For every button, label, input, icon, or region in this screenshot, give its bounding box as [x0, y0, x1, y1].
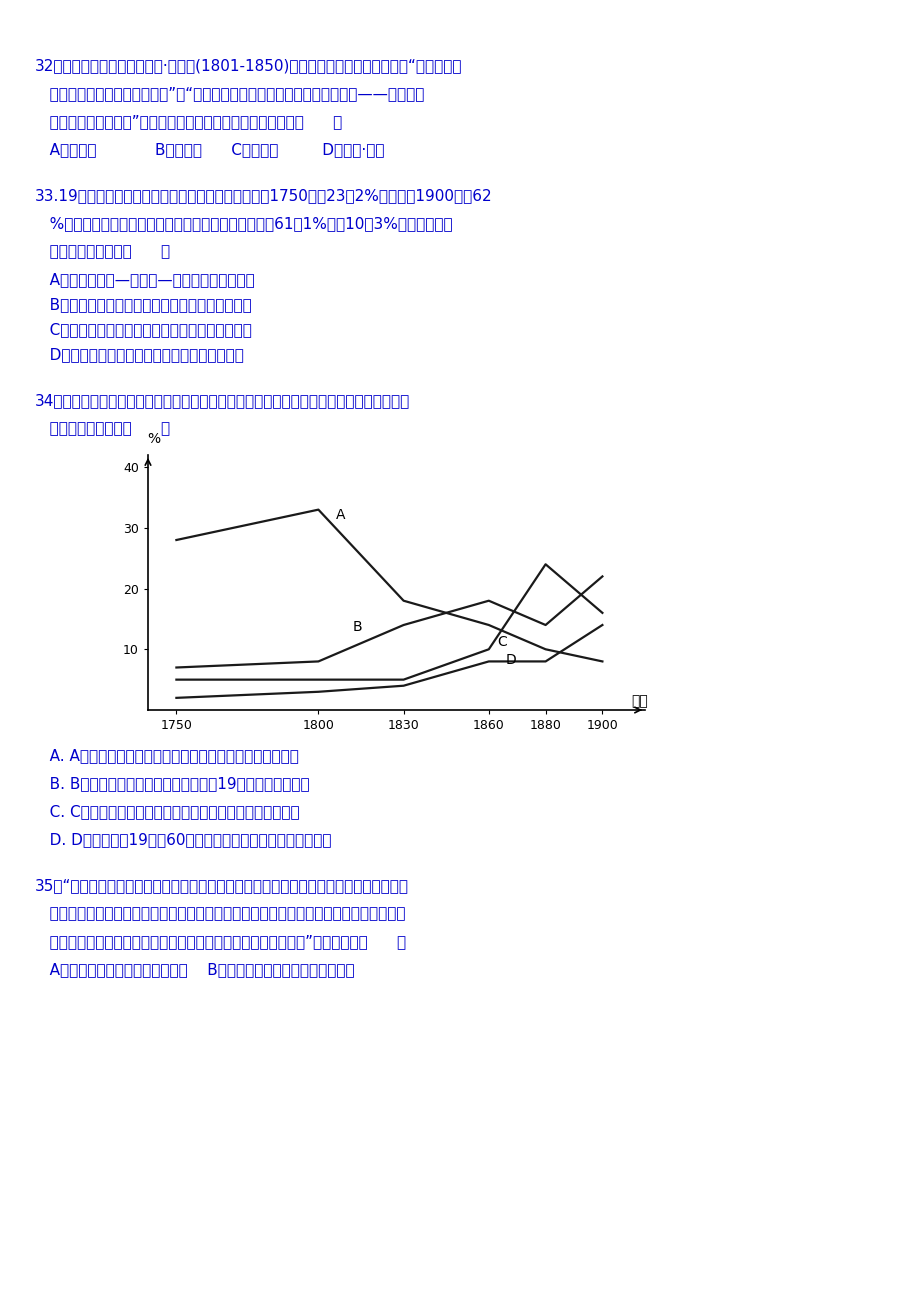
Text: 的解读不正确的是（      ）: 的解读不正确的是（ ） — [35, 243, 170, 259]
Text: 以下说法正确的是（      ）: 以下说法正确的是（ ） — [35, 421, 170, 436]
Text: 本限于保证秩序，安全和正义”。“越过这个限度，就是对良心、智力和劳动——一句话，: 本限于保证秩序，安全和正义”。“越过这个限度，就是对良心、智力和劳动——一句话， — [35, 86, 424, 102]
Text: D．欧洲造就了现代世界，现代世界造就了欧洲: D．欧洲造就了现代世界，现代世界造就了欧洲 — [35, 348, 244, 362]
Text: 称霸的结果只会加速与其它世界强国实现世界权力均衡的进程。”该材料表明（      ）: 称霸的结果只会加速与其它世界强国实现世界权力均衡的进程。”该材料表明（ ） — [35, 934, 405, 949]
Text: D. D代表德国，19世纪60年代完成工业革命，其后发展更迅速: D. D代表德国，19世纪60年代完成工业革命，其后发展更迅速 — [35, 832, 331, 848]
Text: A: A — [335, 508, 345, 522]
Text: B. B代表中国，因为西方列强的侵略在19世纪后期经济衰落: B. B代表中国，因为西方列强的侵略在19世纪后期经济衰落 — [35, 776, 310, 792]
Text: %，同一时期中国、印度和日本等亚洲国家的比重却从61．1%降至10．3%．对这一数据: %，同一时期中国、印度和日本等亚洲国家的比重却从61．1%降至10．3%．对这一… — [35, 216, 452, 230]
Text: A．形成了中心—半边缘—边缘的世界分工体系: A．形成了中心—半边缘—边缘的世界分工体系 — [35, 272, 255, 286]
Text: C: C — [497, 635, 506, 650]
Text: 契机图谋世界霸权的野心；另一方面，美国越是想称霸，越是无法实现称霸的梦想，美国: 契机图谋世界霸权的野心；另一方面，美国越是想称霸，越是无法实现称霸的梦想，美国 — [35, 906, 405, 921]
Text: 34．下面是英、美、德、中四个国家的制造业在世界制造业产値中所占比重的曲线示意图。: 34．下面是英、美、德、中四个国家的制造业在世界制造业产値中所占比重的曲线示意图… — [35, 393, 410, 408]
Text: A．圣西门            B．马克思      C．凯恩斯         D．亚当·斯密: A．圣西门 B．马克思 C．凯恩斯 D．亚当·斯密 — [35, 142, 384, 158]
Text: C. C代表美国，两次工业革命中其经济都得到了迅速的发展: C. C代表美国，两次工业革命中其经济都得到了迅速的发展 — [35, 805, 300, 819]
Text: C．欧洲进行了工业革命，工业文明尚未波及亚洲: C．欧洲进行了工业革命，工业文明尚未波及亚洲 — [35, 322, 252, 337]
Text: %: % — [147, 432, 160, 445]
Text: D: D — [505, 654, 516, 668]
Text: 35．“历史发展的逻辑可能是极具讽刺意味的：一方面，美国无法放弃借助苏联解体的历史: 35．“历史发展的逻辑可能是极具讽刺意味的：一方面，美国无法放弃借助苏联解体的历… — [35, 878, 409, 893]
Text: 32．法国经济学家弗雷德里克·巴师夏(1801-1850)在《经济和谐》序言中写道：“政府话动基: 32．法国经济学家弗雷德里克·巴师夏(1801-1850)在《经济和谐》序言中写… — [35, 59, 462, 73]
Text: 33.19世纪，欧洲地区在世界制造业产量中的比重，从1750年的23．2%上升到刂1900年的62: 33.19世纪，欧洲地区在世界制造业产量中的比重，从1750年的23．2%上升到… — [35, 187, 492, 203]
Text: 对人类自由的侵占。”这一观点与下列哪一人物的思想相似？（      ）: 对人类自由的侵占。”这一观点与下列哪一人物的思想相似？（ ） — [35, 115, 342, 129]
Text: A．世界格局多极化趋势不断加强    B．美国放弃霸权政策奉行单边主义: A．世界格局多极化趋势不断加强 B．美国放弃霸权政策奉行单边主义 — [35, 962, 354, 976]
Text: 年代: 年代 — [630, 694, 647, 708]
Text: A. A代表英国，第二次工业革命中因保守的经济政策而衰落: A. A代表英国，第二次工业革命中因保守的经济政策而衰落 — [35, 749, 299, 763]
Text: B: B — [352, 620, 362, 634]
Text: B．欧洲处于现代世界体系的主导力量和中心地位: B．欧洲处于现代世界体系的主导力量和中心地位 — [35, 297, 252, 312]
